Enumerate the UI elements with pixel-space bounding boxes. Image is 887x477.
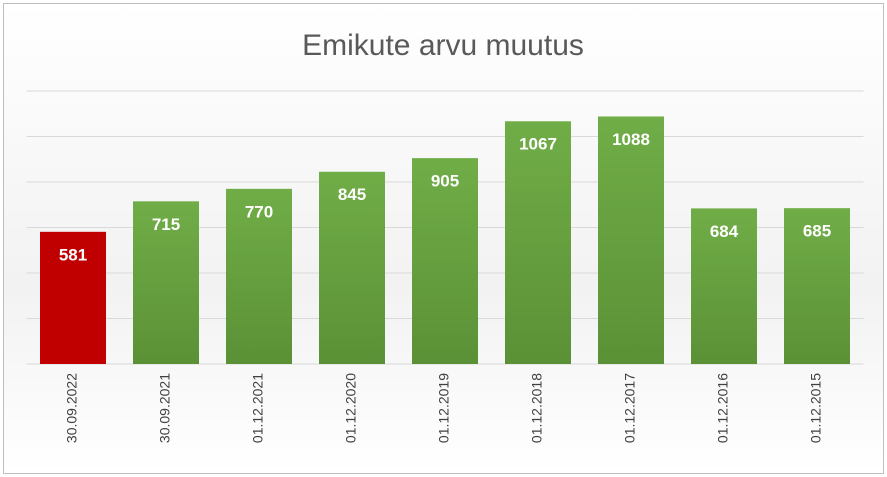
x-tick-label: 01.12.2021 <box>250 373 266 443</box>
x-tick-label: 01.12.2016 <box>715 373 731 443</box>
x-tick-label: 01.12.2019 <box>436 373 452 443</box>
bar <box>505 121 571 364</box>
bar <box>40 231 106 364</box>
bar <box>226 188 292 364</box>
value-label: 685 <box>803 222 831 241</box>
value-label: 1088 <box>612 130 650 149</box>
value-label: 905 <box>431 172 459 191</box>
bar <box>598 116 664 364</box>
value-label: 581 <box>59 245 87 264</box>
value-label: 770 <box>245 202 273 221</box>
value-label: 845 <box>338 185 366 204</box>
x-tick-label: 30.09.2021 <box>157 373 173 443</box>
bar <box>784 208 850 364</box>
x-tick-label: 01.12.2015 <box>808 373 824 443</box>
x-tick-label: 01.12.2018 <box>529 373 545 443</box>
bar <box>133 201 199 364</box>
bar <box>319 171 385 364</box>
x-tick-label: 01.12.2017 <box>622 373 638 443</box>
x-tick-label: 01.12.2020 <box>343 373 359 443</box>
bar <box>412 158 478 364</box>
value-label: 684 <box>710 222 739 241</box>
value-label: 715 <box>152 215 180 234</box>
chart-title: Emikute arvu muutus <box>302 29 584 62</box>
value-label: 1067 <box>519 135 557 154</box>
bar <box>691 208 757 364</box>
x-tick-label: 30.09.2022 <box>64 373 80 443</box>
